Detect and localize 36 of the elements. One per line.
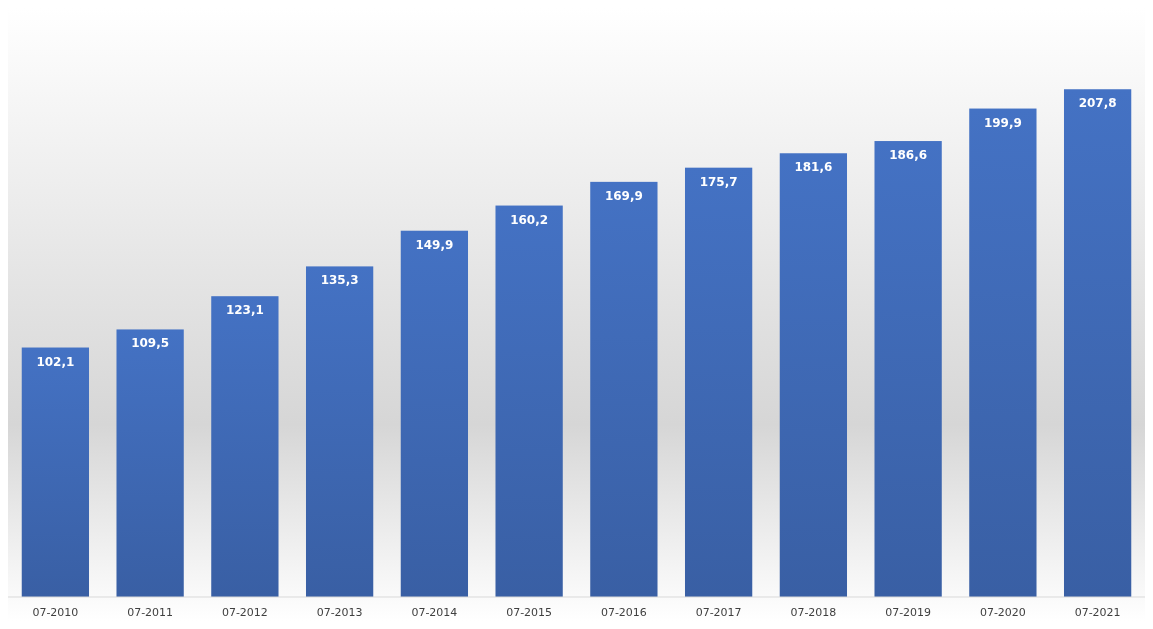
data-label: 102,1 (36, 354, 75, 369)
x-tick-label: 07-2016 (600, 606, 647, 619)
data-label: 123,1 (225, 303, 264, 318)
data-label: 199,9 (983, 115, 1022, 130)
bar (116, 329, 184, 597)
data-label: 149,9 (415, 237, 454, 252)
data-label: 181,6 (794, 160, 833, 175)
data-label: 109,5 (131, 336, 170, 351)
data-label: 169,9 (604, 188, 643, 203)
bar (590, 181, 658, 597)
x-tick-label: 07-2018 (790, 606, 837, 619)
bar (684, 167, 753, 597)
x-tick-label: 07-2020 (979, 606, 1026, 619)
x-tick-label: 07-2013 (316, 606, 363, 619)
x-tick-label: 07-2014 (411, 606, 458, 619)
x-tick-label: 07-2017 (695, 606, 742, 619)
x-tick-label: 07-2010 (32, 606, 79, 619)
bar (969, 108, 1037, 597)
data-label: 135,3 (320, 273, 359, 288)
bar (305, 266, 374, 597)
x-tick-label: 07-2012 (221, 606, 268, 619)
data-label: 207,8 (1078, 96, 1117, 111)
bar (21, 347, 90, 597)
data-label: 175,7 (699, 174, 738, 189)
bar (211, 296, 279, 597)
x-tick-label: 07-2011 (127, 606, 174, 619)
bar (1063, 89, 1132, 597)
bar (874, 141, 942, 597)
x-tick-label: 07-2019 (885, 606, 932, 619)
data-label: 160,2 (510, 212, 549, 227)
bar (495, 205, 563, 597)
bar (779, 153, 848, 597)
bar (400, 230, 469, 597)
x-tick-label: 07-2021 (1074, 606, 1121, 619)
data-label: 186,6 (889, 148, 928, 163)
x-tick-label: 07-2015 (506, 606, 553, 619)
